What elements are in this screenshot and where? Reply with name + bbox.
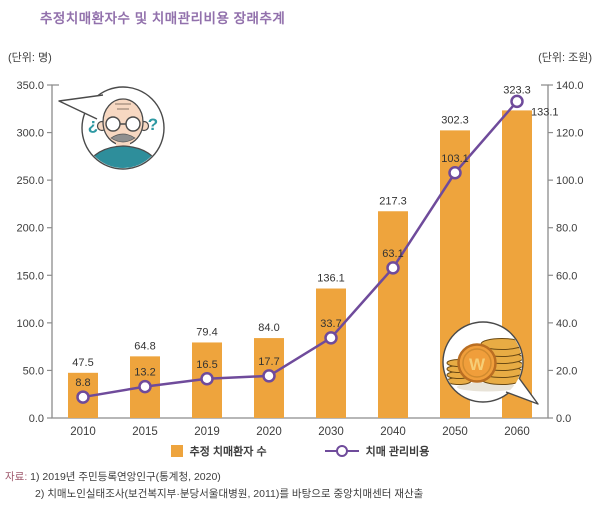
cost-marker-2050 xyxy=(448,166,462,180)
right-axis-tick-label: 120.0 xyxy=(556,128,584,140)
bar-label-2015: 64.8 xyxy=(134,340,155,352)
bar-label-2019: 79.4 xyxy=(196,326,217,338)
speech-bubble-tail xyxy=(58,94,104,120)
source-line-2-text: 2) 치매노인실태조사(보건복지부·분당서울대병원, 2011)를 바탕으로 중… xyxy=(35,487,424,500)
cost-label-2040: 63.1 xyxy=(382,248,403,260)
right-axis-tick-label: 80.0 xyxy=(556,223,577,235)
x-label-2019: 2019 xyxy=(194,426,220,438)
x-label-2020: 2020 xyxy=(256,426,282,438)
x-label-2060: 2060 xyxy=(504,426,530,438)
man-mustache xyxy=(110,133,136,143)
bar-label-2010: 47.5 xyxy=(72,357,93,369)
bar-label-2050: 302.3 xyxy=(441,114,469,126)
coin-stacks: W xyxy=(446,338,522,392)
left-axis-unit: (단위: 명) xyxy=(8,52,52,64)
x-label-2010: 2010 xyxy=(70,426,96,438)
cost-label-2050: 103.1 xyxy=(441,153,469,165)
man-glasses-right-lens xyxy=(125,116,141,132)
cost-marker-2030 xyxy=(324,331,338,345)
left-axis-tick-label: 300.0 xyxy=(16,128,44,140)
right-axis-tick-label: 100.0 xyxy=(556,175,584,187)
man-glasses-left-lens xyxy=(105,116,121,132)
axes-frame xyxy=(51,84,549,419)
cost-label-2019: 16.5 xyxy=(196,359,217,371)
legend-item-patients: 추정 치매환자 수 xyxy=(170,443,267,459)
source-line-2: 2) 치매노인실태조사(보건복지부·분당서울대병원, 2011)를 바탕으로 중… xyxy=(5,486,423,503)
chart-legend: 추정 치매환자 수 치매 관리비용 xyxy=(0,443,600,459)
source-note: 자료: 1) 2019년 주민등록연앙인구(통계청, 2020) 2) 치매노인… xyxy=(5,469,423,503)
line-swatch-marker xyxy=(335,444,348,457)
left-axis-tick-label: 350.0 xyxy=(16,80,44,92)
cost-marker-2060 xyxy=(510,94,524,109)
left-axis-tick-label: 200.0 xyxy=(16,223,44,235)
cost-marker-2019 xyxy=(200,372,214,386)
right-axis-tick-label: 140.0 xyxy=(556,80,584,92)
cost-marker-2040 xyxy=(386,261,400,275)
bar-label-2020: 84.0 xyxy=(258,322,279,334)
left-axis-tick-label: 100.0 xyxy=(16,318,44,330)
bar-2040 xyxy=(378,211,408,418)
right-axis-tick-label: 60.0 xyxy=(556,270,577,282)
bar-2030 xyxy=(316,288,346,418)
left-axis-tick-label: 0.0 xyxy=(29,413,44,425)
cost-marker-2020 xyxy=(262,369,276,383)
bar-label-2040: 217.3 xyxy=(379,195,407,207)
right-axis-tick-label: 40.0 xyxy=(556,318,577,330)
right-axis-tick-label: 0.0 xyxy=(556,413,571,425)
left-axis-tick-label: 50.0 xyxy=(23,365,44,377)
money-bubble-tail xyxy=(505,377,539,405)
won-coin-inner-ring xyxy=(462,348,492,378)
right-axis-unit: (단위: 조원) xyxy=(538,52,592,64)
plot-area: 0.0 50.0 100.0 150.0 200.0 250.0 300.0 350.0 0.0… xyxy=(16,80,583,438)
won-coin xyxy=(457,343,497,383)
source-line-1: 자료: 1) 2019년 주민등록연앙인구(통계청, 2020) xyxy=(5,469,423,486)
line-swatch xyxy=(324,444,359,457)
elderly-man-question-bubble: ¿ ? xyxy=(58,86,165,170)
page-title: 추정치매환자수 및 치매관리비용 장래추계 xyxy=(40,11,286,26)
x-label-2040: 2040 xyxy=(380,426,406,438)
man-neck xyxy=(116,140,130,150)
money-coins-bubble: W xyxy=(442,321,539,405)
left-axis-tick-label: 250.0 xyxy=(16,175,44,187)
inverted-question-mark: ¿ xyxy=(88,115,98,134)
bar-label-2060: 323.3 xyxy=(503,84,531,96)
cost-line xyxy=(82,100,518,399)
cost-label-2015: 13.2 xyxy=(134,367,155,379)
x-label-2050: 2050 xyxy=(442,426,468,438)
cost-label-2020: 17.7 xyxy=(258,356,279,368)
x-label-2030: 2030 xyxy=(318,426,344,438)
source-label: 자료: xyxy=(5,471,28,483)
man-forehead-wrinkles xyxy=(115,103,131,110)
question-mark: ? xyxy=(148,115,158,134)
cost-marker-2010 xyxy=(76,390,90,404)
legend-item-cost: 치매 관리비용 xyxy=(324,443,430,459)
cost-label-2060: 133.1 xyxy=(531,106,559,118)
legend-label-patients: 추정 치매환자 수 xyxy=(189,446,267,458)
legend-label-cost: 치매 관리비용 xyxy=(365,446,430,458)
right-axis-tick-label: 20.0 xyxy=(556,365,577,377)
combo-chart: 0.0 50.0 100.0 150.0 200.0 250.0 300.0 350.0 0.0… xyxy=(16,80,583,438)
x-label-2015: 2015 xyxy=(132,426,158,438)
bar-label-2030: 136.1 xyxy=(317,273,345,285)
bar-swatch xyxy=(170,445,183,457)
source-line-1-text: 1) 2019년 주민등록연앙인구(통계청, 2020) xyxy=(30,471,221,483)
cost-label-2030: 33.7 xyxy=(320,318,341,330)
won-symbol: W xyxy=(469,355,486,374)
left-axis-tick-label: 150.0 xyxy=(16,270,44,282)
cost-label-2010: 8.8 xyxy=(75,377,90,389)
cost-marker-2015 xyxy=(138,379,152,394)
